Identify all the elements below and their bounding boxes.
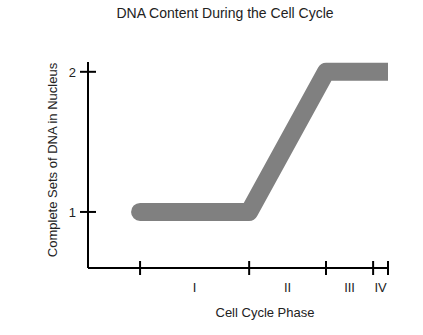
html-text:DNA Content During the Cell Cy: DNA Content During the Cell Cycle [116,5,334,21]
html-text:Cell Cycle Phase: Cell Cycle Phase [215,305,315,320]
svg-text:IV: IV [374,280,387,295]
svg-text:III: III [344,280,355,295]
svg-text:II: II [284,280,291,295]
svg-text:I: I [193,280,197,295]
svg-text:1: 1 [69,205,76,220]
html-text:Complete Sets of DNA in Nucleu: Complete Sets of DNA in Nucleus [45,62,60,258]
svg-text:2: 2 [69,65,76,80]
